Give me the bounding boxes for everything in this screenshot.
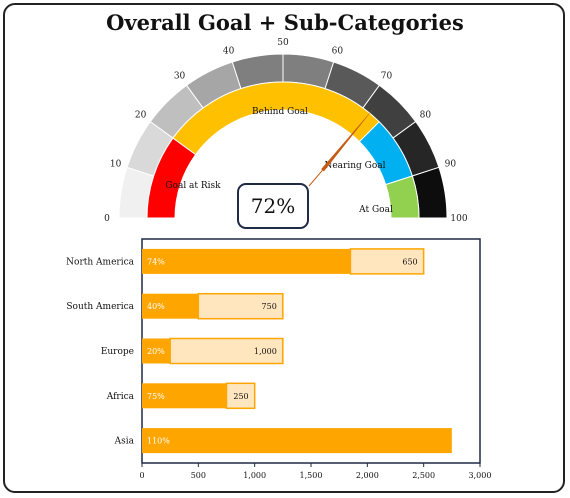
gauge-zone-label: Goal at Risk: [165, 181, 221, 191]
gauge-needle-leader: [308, 169, 323, 187]
gauge-tick-label: 100: [450, 214, 467, 224]
gauge-tick-label: 40: [223, 47, 235, 57]
gauge-tick-label: 60: [332, 47, 344, 57]
gauge-tick-label: 70: [381, 72, 393, 82]
gauge-tick-label: 10: [110, 160, 122, 170]
gauge-value-box: 72%: [237, 183, 309, 229]
gauge-tick-label: 50: [277, 38, 289, 48]
gauge-tick-label: 0: [104, 214, 110, 224]
gauge-tick-label: 80: [420, 111, 432, 121]
page-title: Overall Goal + Sub-Categories: [106, 10, 464, 35]
gauge-chart: 0 10 20 30 40 50 60 70 80 90 100 Goal at Risk Behind…: [104, 38, 468, 224]
gauge-needle: [321, 107, 375, 172]
gauge-tick-label: 20: [135, 111, 147, 121]
gauge-zone-label: At Goal: [358, 205, 393, 215]
gauge-value-label: 72%: [250, 194, 296, 218]
gauge-tick-label: 90: [445, 160, 457, 170]
gauge-tick-label: 30: [174, 72, 186, 82]
gauge-zone-label: Nearing Goal: [324, 161, 385, 171]
gauge-zone-label: Behind Goal: [252, 107, 308, 117]
gauge-zone-at-goal: [385, 175, 420, 219]
